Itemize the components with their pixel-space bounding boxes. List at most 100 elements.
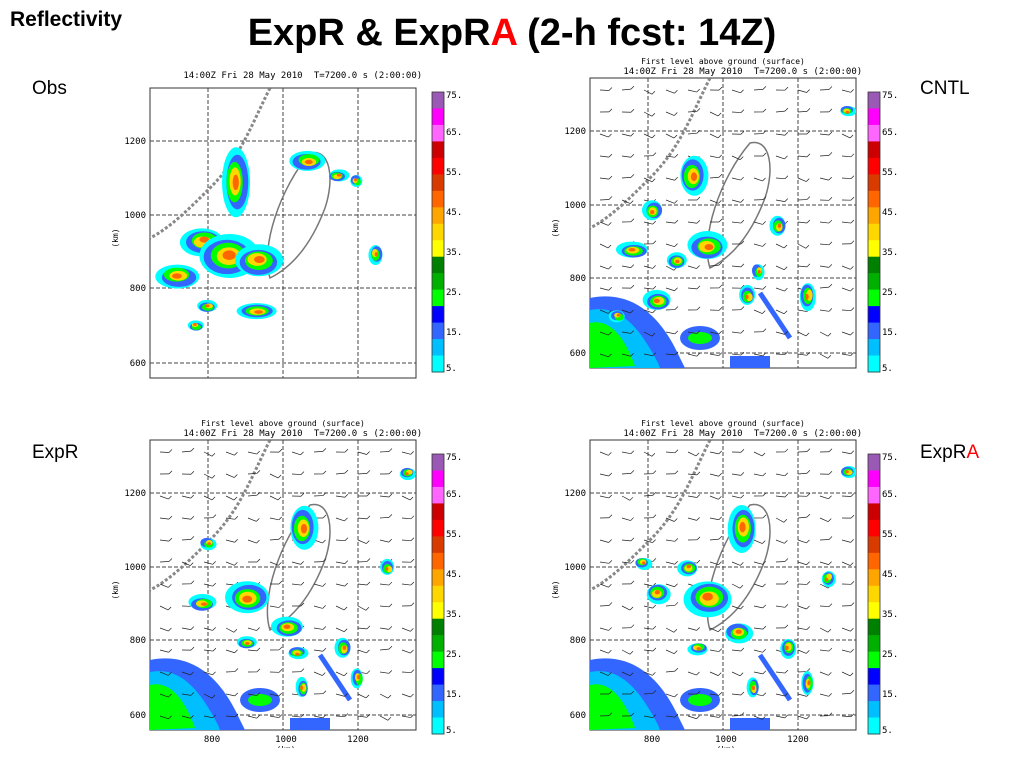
wind-barb [797,649,807,654]
colorbar-label: 35. [446,610,462,620]
wind-barb [841,561,851,566]
wind-barb-flag [740,199,744,203]
obs-plot-svg: 14:00Z Fri 28 May 2010 T=7200.0 s (2:00:0… [111,71,422,379]
wind-barb [709,353,719,357]
wind-barb [753,451,763,457]
reflectivity-echo [254,256,265,264]
wind-barb-flag [652,690,657,694]
reflectivity-echo [172,273,182,279]
reflectivity-echo [704,244,714,251]
wind-barb [687,715,697,720]
wind-barb [269,517,279,521]
reflectivity-echo [757,270,761,274]
y-tick-label: 1200 [124,489,146,499]
wind-barb-flag [784,472,789,477]
wind-barb-flag [168,649,172,653]
colorbar-swatch [868,256,880,274]
wind-barb-flag [652,514,657,518]
wind-barb-flag [256,491,261,496]
wind-barb [643,89,653,95]
wind-barb-flag [256,647,261,652]
reflectivity-echo [300,523,308,534]
reflectivity-echo [805,293,809,300]
wind-barb-flag [322,448,327,452]
wind-barb [819,353,829,359]
wind-barb-flag [674,154,679,158]
colorbar-frame [431,91,445,373]
wind-barb [599,451,609,456]
wind-barb [731,111,742,113]
wind-barb [643,494,653,497]
colorbar-swatch [432,256,444,274]
colorbar-swatch [432,157,444,175]
wind-barb-flag [388,670,393,674]
coastline [266,503,331,632]
wind-barb-flag [234,668,239,672]
wind-barb [841,221,851,224]
reflectivity-echo [690,172,698,182]
wind-barb-flag [410,714,415,718]
wind-barb-flag [256,470,261,474]
wind-barb-flag [828,108,833,113]
colorbar-swatch [868,190,880,208]
wind-barb-flag [828,448,833,452]
wind-barb [401,715,411,718]
wind-barb-flag [828,561,832,565]
wind-barb [643,451,653,457]
wind-barb [599,561,609,564]
wind-barb [159,495,169,500]
colorbar-frame [431,453,445,735]
colorbar-label: 25. [446,288,462,298]
coastline [706,503,771,632]
wind-barb [709,176,719,179]
wind-barb [687,132,697,135]
wind-barb [797,89,807,93]
wind-barb [709,155,719,159]
wind-barb [643,111,653,117]
colorbar-swatch [868,289,880,307]
wind-barb-flag [190,516,195,520]
wind-barb [753,671,763,675]
wind-barb-flag [718,284,723,289]
wind-barb [335,583,345,587]
wind-barb [401,693,411,698]
wind-barb [687,287,697,290]
wind-barb-flag [696,494,701,498]
wind-barb-flag [608,331,612,336]
wind-barb [709,264,719,267]
mainland-coastline [590,78,712,230]
wind-barb-flag [696,517,700,521]
wind-barb [599,89,610,91]
wind-barb-flag [740,605,744,610]
wind-barb-flag [828,536,833,540]
wind-barb [203,693,213,699]
wind-barb [643,309,653,314]
wind-barb [643,353,653,357]
colorbar-swatch [868,585,880,603]
wind-barb [709,133,719,139]
wind-barb-flag [300,561,304,565]
wind-barb-flag [806,153,811,158]
wind-barb [797,155,807,158]
wind-barb-flag [168,715,172,720]
wind-barb-flag [762,152,767,157]
wind-barb-flag [608,602,613,606]
wind-barb [379,539,389,543]
wind-barb [687,89,697,93]
wind-barb-flag [674,560,678,565]
wind-barb-flag [850,266,854,270]
wind-barb-flag [630,154,635,158]
colorbar-swatch [868,684,880,702]
reflectivity-echo [283,624,291,629]
colorbar-frame [867,453,881,735]
colorbar-swatch [868,207,880,225]
colorbar-swatch [432,289,444,307]
wind-barb-flag [388,645,393,650]
wind-barb-flag [343,628,348,632]
wind-barb [621,451,631,455]
colorbar-svg: 75. 65. 55. 45. 35. 25. 15. 5. [431,453,462,736]
wind-barb-flag [234,451,238,456]
wind-barb-flag [256,692,261,696]
wind-barb-flag [806,668,811,672]
wind-barb [621,331,631,334]
